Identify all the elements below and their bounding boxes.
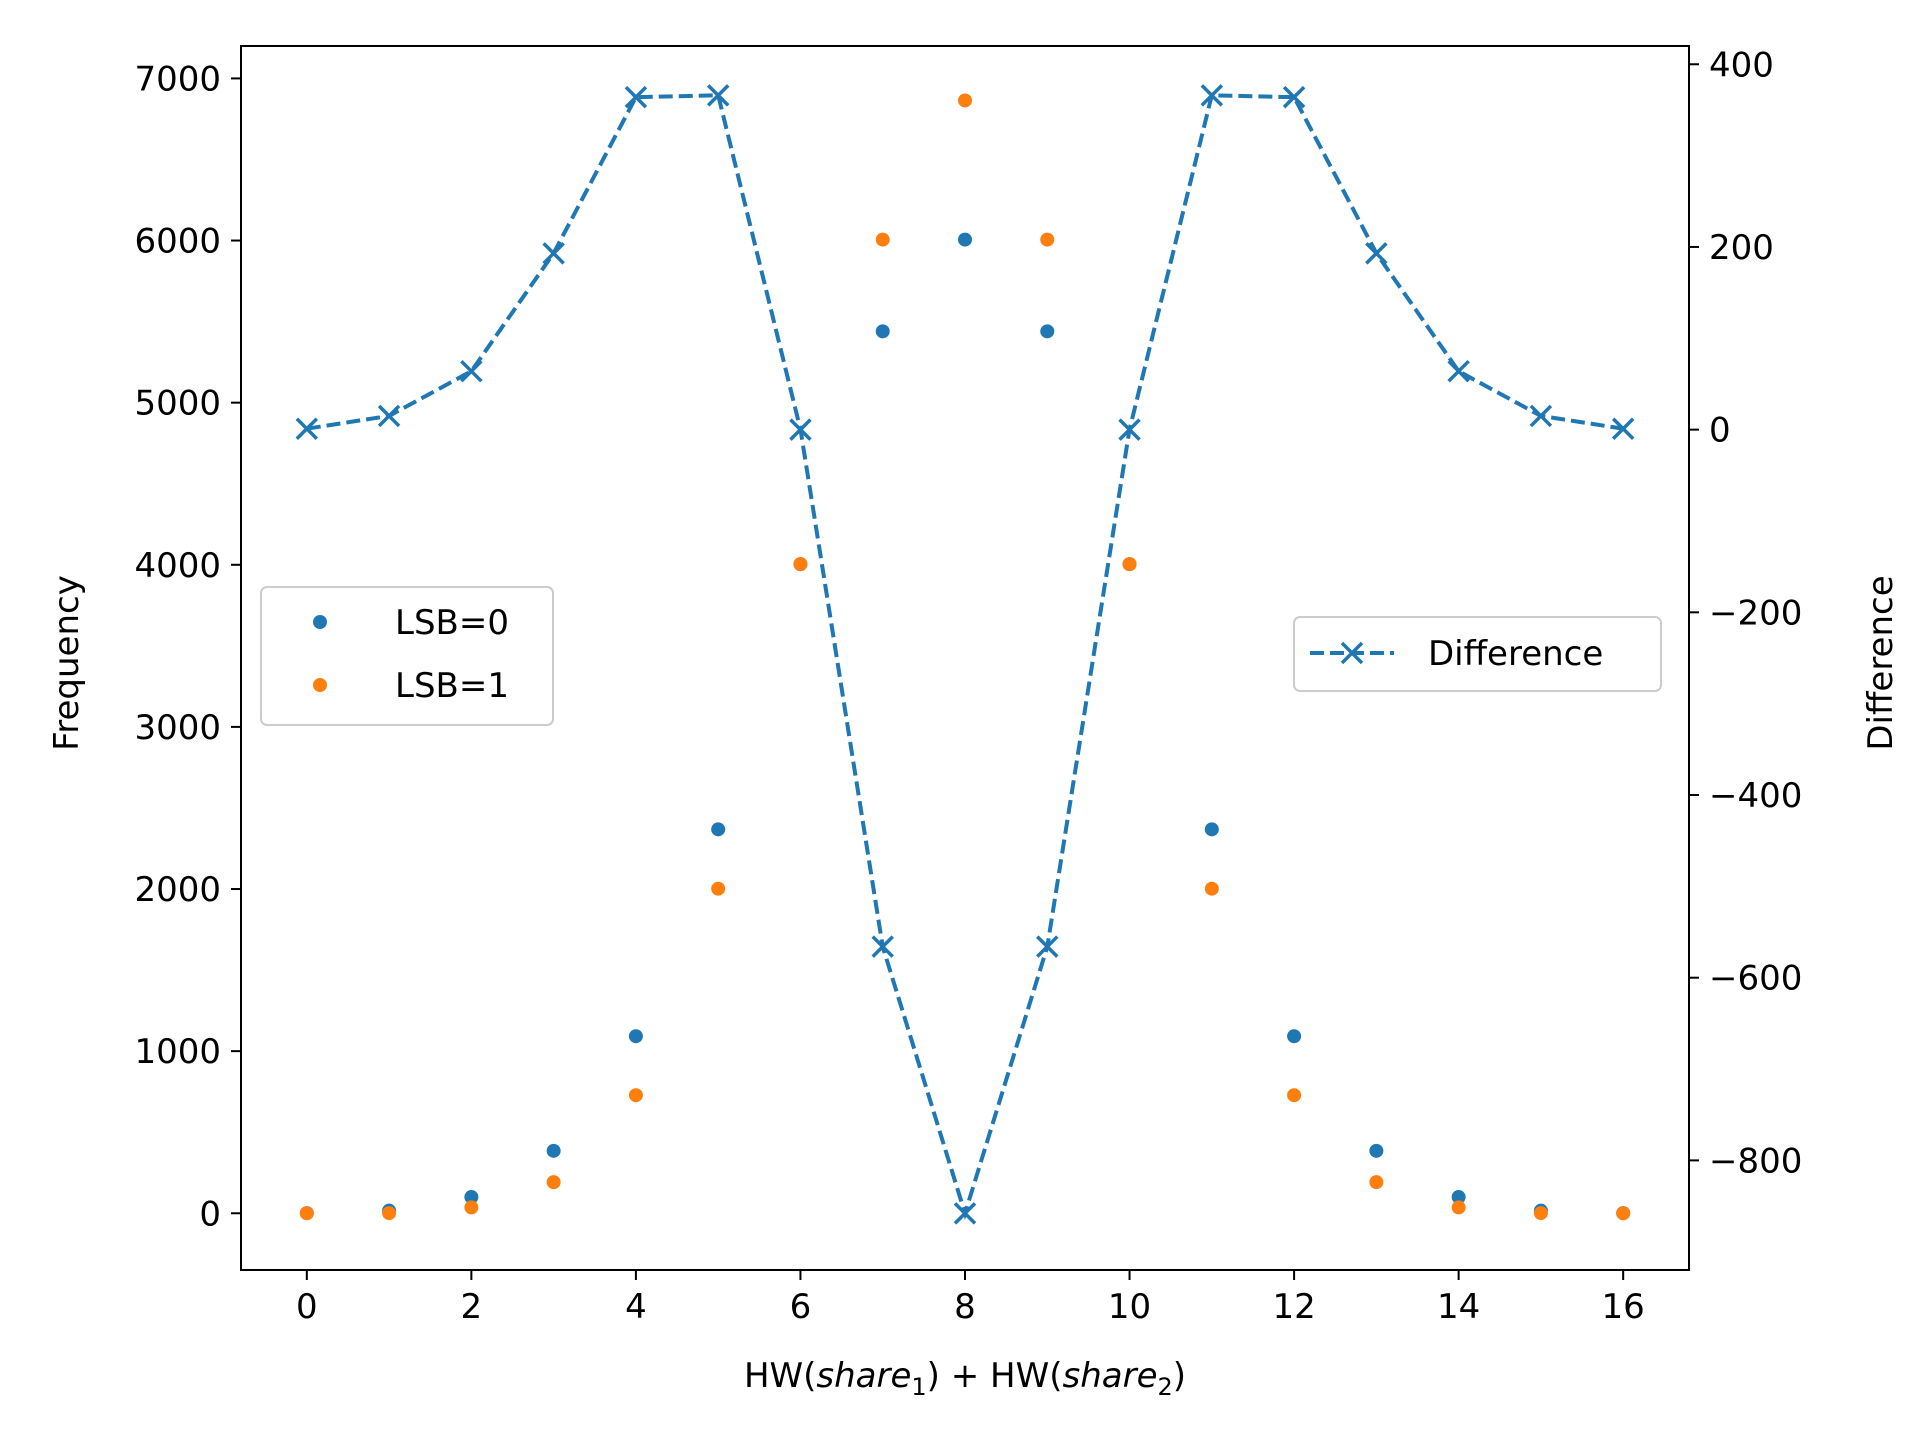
lsb0-point (1451, 1190, 1466, 1205)
series-layer (295, 84, 1635, 1225)
y2-tick-label: −200 (1709, 593, 1802, 633)
y2-tick-label: −800 (1709, 1141, 1802, 1181)
x-tick-label: 8 (954, 1287, 976, 1327)
x-axis-label-part-7: ) (1173, 1356, 1186, 1396)
lsb0-point (546, 1143, 561, 1158)
lsb0-point (1204, 822, 1219, 837)
x-axis-label-part-2: share (816, 1356, 911, 1396)
x-axis-label-part-1: HW( (744, 1356, 816, 1396)
difference-point (460, 359, 483, 383)
legend-difference-frame (1293, 616, 1662, 692)
x-tick-label: 4 (625, 1287, 647, 1327)
legend-difference-label: Difference (1428, 634, 1603, 674)
difference-point (542, 242, 565, 265)
difference-point (624, 85, 648, 109)
x-tick-label: 2 (461, 1287, 483, 1327)
legend-lsb1-label: LSB=1 (395, 666, 509, 706)
lsb0-point (628, 1029, 643, 1044)
x-tick-label: 12 (1272, 1287, 1315, 1327)
lsb1-point (711, 881, 726, 896)
x-axis-label-part-5: share (1063, 1356, 1158, 1396)
plot-frame (240, 45, 1690, 1271)
lsb1-point (382, 1206, 397, 1221)
y-axis-label: Frequency (47, 575, 87, 751)
y2-tick-label: 400 (1709, 45, 1774, 85)
difference-point (377, 404, 401, 428)
lsb0-point (1369, 1143, 1384, 1158)
legend-lsb0-label: LSB=0 (395, 603, 509, 643)
difference-point (1365, 242, 1388, 265)
lsb1-point (628, 1088, 643, 1103)
y2-axis-ticks: −800 −600 −400 −200 0 200 400 (1689, 45, 1802, 1181)
x-axis-label-part-4: ) + HW( (927, 1356, 1063, 1396)
y-tick-label: 1000 (134, 1032, 221, 1072)
lsb1-point (1122, 557, 1137, 572)
legend-lsb1-marker (313, 678, 327, 692)
difference-point (1611, 417, 1635, 440)
x-axis-ticks: 0 2 4 6 8 10 12 14 16 (296, 1270, 1645, 1327)
x-axis-label-part-6: 2 (1158, 1373, 1173, 1401)
difference-point (1200, 84, 1224, 107)
legend-lsb0-marker (313, 615, 327, 629)
x-tick-label: 16 (1602, 1287, 1645, 1327)
lsb1-point (1616, 1206, 1631, 1221)
lsb0-point (875, 324, 890, 339)
difference-point (706, 84, 730, 107)
y-tick-label: 6000 (134, 222, 221, 262)
y-tick-label: 3000 (134, 708, 221, 748)
lsb0-point (1040, 324, 1055, 339)
difference-point (1529, 404, 1553, 428)
lsb1-point (1287, 1088, 1302, 1103)
lsb1-point (1533, 1206, 1548, 1221)
lsb1-point (793, 557, 808, 572)
y-tick-label: 5000 (134, 384, 221, 424)
y2-tick-label: 200 (1709, 228, 1774, 268)
y2-tick-label: −600 (1709, 959, 1802, 999)
difference-point (789, 418, 812, 441)
x-axis-label-part-3: 1 (911, 1373, 926, 1401)
y-axis-ticks: 0 1000 2000 3000 4000 5000 6000 7000 (134, 59, 241, 1234)
x-tick-label: 14 (1437, 1287, 1480, 1327)
difference-point (1118, 418, 1141, 441)
legend-lsb: LSB=0 LSB=1 (260, 586, 554, 726)
legend-difference-marker (1340, 641, 1364, 665)
lsb0-point (711, 822, 726, 837)
lsb1-point (1369, 1175, 1384, 1190)
difference-point (1282, 85, 1306, 109)
difference-point (953, 1202, 977, 1225)
y-tick-label: 2000 (134, 870, 221, 910)
y2-tick-label: −400 (1709, 776, 1802, 816)
lsb1-point (1451, 1200, 1466, 1215)
lsb0-point (1287, 1029, 1302, 1044)
x-tick-label: 10 (1108, 1287, 1151, 1327)
difference-point (1447, 359, 1470, 383)
legend-difference: Difference (1293, 616, 1662, 692)
lsb1-point (1204, 881, 1219, 896)
lsb1-point (546, 1175, 561, 1190)
y-tick-label: 0 (199, 1194, 221, 1234)
difference-point (871, 935, 894, 958)
lsb1-point (1040, 232, 1055, 247)
y2-tick-label: 0 (1709, 411, 1731, 451)
difference-point (295, 417, 319, 440)
x-axis-label: HW(share1) + HW(share2) (744, 1356, 1186, 1401)
lsb1-point (464, 1200, 479, 1215)
y-tick-label: 4000 (134, 546, 221, 586)
lsb0-point (958, 232, 972, 247)
lsb0-point (464, 1190, 479, 1205)
difference-point (1036, 935, 1059, 958)
y-tick-label: 7000 (134, 59, 221, 99)
legend-lsb-frame (260, 586, 554, 726)
y2-axis-label: Difference (1861, 575, 1901, 750)
lsb1-point (875, 232, 890, 247)
lsb1-point (299, 1206, 314, 1221)
lsb1-point (958, 93, 972, 108)
x-tick-label: 0 (296, 1287, 318, 1327)
x-tick-label: 6 (790, 1287, 812, 1327)
